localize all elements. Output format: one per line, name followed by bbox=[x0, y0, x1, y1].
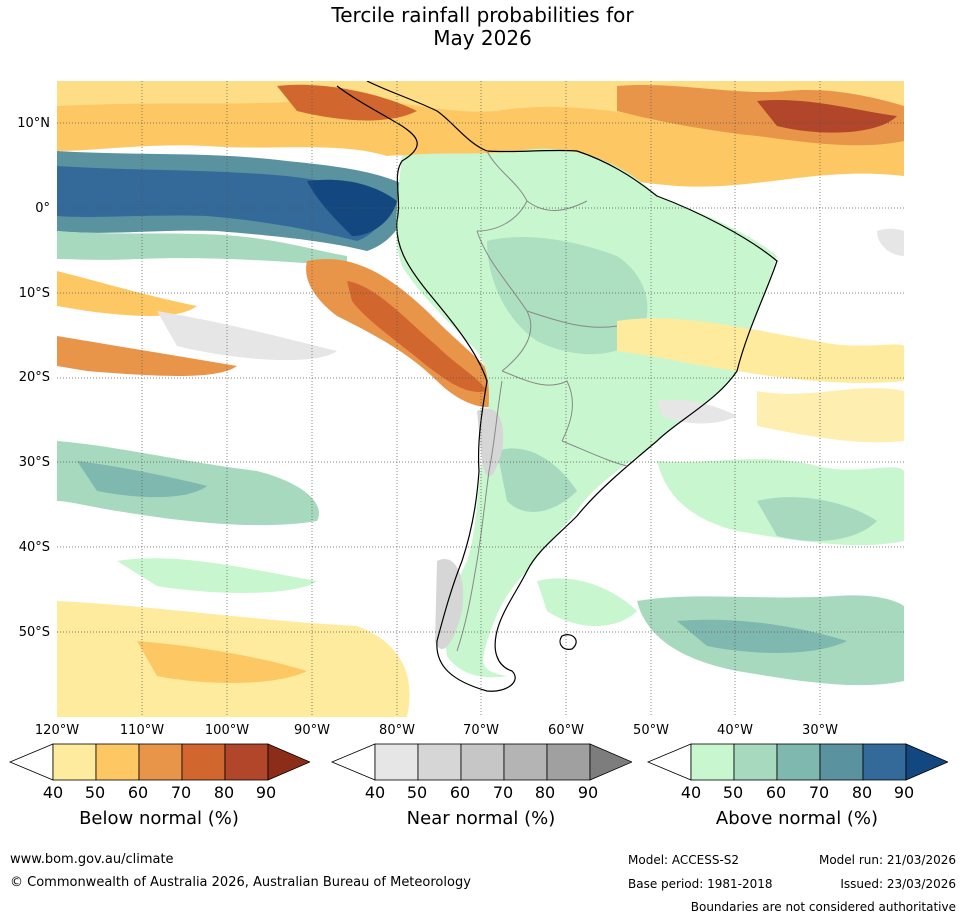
issued-date: Issued: 23/03/2026 bbox=[840, 877, 956, 891]
below-normal-colorbar bbox=[8, 743, 310, 781]
near-tick-50: 50 bbox=[406, 783, 428, 802]
above-normal-title: Above normal (%) bbox=[715, 808, 879, 829]
colorbar-extend-high bbox=[589, 743, 632, 781]
lat-label-0: 0° bbox=[35, 201, 50, 216]
colorbar-segment bbox=[776, 743, 821, 781]
colorbar-segment bbox=[95, 743, 140, 781]
lat-label-10n: 10°N bbox=[17, 116, 50, 131]
lon-label-50w: 50°W bbox=[633, 723, 669, 738]
copyright-text: © Commonwealth of Australia 2026, Austra… bbox=[10, 875, 471, 890]
lat-label-50s: 50°S bbox=[18, 625, 50, 640]
probability-field bbox=[57, 81, 904, 717]
lat-label-40s: 40°S bbox=[18, 540, 50, 555]
colorbar-segment bbox=[181, 743, 226, 781]
lat-label-10s: 10°S bbox=[18, 286, 50, 301]
above-tick-70: 70 bbox=[808, 783, 830, 802]
colorbar-segment bbox=[460, 743, 505, 781]
near-normal-title: Near normal (%) bbox=[406, 808, 556, 829]
near-tick-60: 60 bbox=[449, 783, 471, 802]
below-tick-50: 50 bbox=[84, 783, 106, 802]
below-tick-80: 80 bbox=[213, 783, 235, 802]
above-tick-60: 60 bbox=[765, 783, 787, 802]
below-tick-40: 40 bbox=[42, 783, 64, 802]
lon-label-80w: 80°W bbox=[379, 723, 415, 738]
above-tick-50: 50 bbox=[722, 783, 744, 802]
probability-map bbox=[57, 81, 904, 717]
base-period: Base period: 1981-2018 bbox=[628, 877, 773, 891]
colorbar-segment bbox=[138, 743, 183, 781]
above-normal-colorbar bbox=[646, 743, 948, 781]
title-line-2: May 2026 bbox=[433, 26, 532, 50]
boundaries-disclaimer: Boundaries are not considered authoritat… bbox=[690, 900, 956, 914]
lon-label-110w: 110°W bbox=[119, 723, 165, 738]
colorbar-segment bbox=[819, 743, 864, 781]
coastlines bbox=[336, 81, 778, 692]
colorbar-segment bbox=[546, 743, 591, 781]
colorbar-segment bbox=[374, 743, 419, 781]
below-tick-90: 90 bbox=[255, 783, 277, 802]
website-link[interactable]: www.bom.gov.au/climate bbox=[10, 852, 174, 867]
model-name: Model: ACCESS-S2 bbox=[628, 853, 740, 867]
map-title: Tercile rainfall probabilities for May 2… bbox=[0, 4, 965, 50]
below-normal-title: Below normal (%) bbox=[79, 808, 239, 829]
colorbar-segment bbox=[690, 743, 735, 781]
lon-label-100w: 100°W bbox=[204, 723, 250, 738]
title-line-1: Tercile rainfall probabilities for bbox=[331, 3, 634, 27]
map-canvas bbox=[57, 81, 904, 717]
lon-label-90w: 90°W bbox=[294, 723, 330, 738]
lat-label-30s: 30°S bbox=[18, 455, 50, 470]
near-normal-colorbar bbox=[330, 743, 632, 781]
colorbar-segment bbox=[52, 743, 97, 781]
colorbar-extend-low bbox=[8, 743, 54, 781]
colorbar-extend-low bbox=[330, 743, 376, 781]
colorbar-extend-low bbox=[646, 743, 692, 781]
near-tick-80: 80 bbox=[534, 783, 556, 802]
lon-label-60w: 60°W bbox=[548, 723, 584, 738]
above-tick-90: 90 bbox=[893, 783, 915, 802]
model-run: Model run: 21/03/2026 bbox=[818, 853, 956, 867]
colorbar-segment bbox=[417, 743, 462, 781]
lon-label-40w: 40°W bbox=[717, 723, 753, 738]
above-tick-80: 80 bbox=[851, 783, 873, 802]
below-tick-60: 60 bbox=[127, 783, 149, 802]
near-tick-90: 90 bbox=[577, 783, 599, 802]
above-tick-40: 40 bbox=[680, 783, 702, 802]
lon-label-120w: 120°W bbox=[34, 723, 80, 738]
colorbar-extend-high bbox=[267, 743, 310, 781]
lat-label-20s: 20°S bbox=[18, 370, 50, 385]
colorbar-segment bbox=[862, 743, 907, 781]
gridlines bbox=[57, 81, 904, 717]
colorbar-segment bbox=[503, 743, 548, 781]
colorbar-segment bbox=[224, 743, 269, 781]
near-tick-40: 40 bbox=[364, 783, 386, 802]
country-boundaries bbox=[456, 150, 628, 652]
colorbar-segment bbox=[733, 743, 778, 781]
lon-label-30w: 30°W bbox=[802, 723, 838, 738]
near-tick-70: 70 bbox=[492, 783, 514, 802]
below-tick-70: 70 bbox=[170, 783, 192, 802]
lon-label-70w: 70°W bbox=[463, 723, 499, 738]
colorbar-extend-high bbox=[905, 743, 948, 781]
